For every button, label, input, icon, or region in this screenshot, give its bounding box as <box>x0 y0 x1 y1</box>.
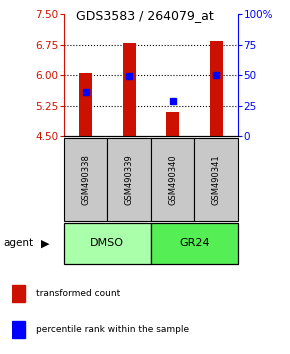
Bar <box>151 138 194 221</box>
Text: GSM490341: GSM490341 <box>211 154 221 205</box>
Bar <box>12 285 25 302</box>
Bar <box>79 73 92 136</box>
Bar <box>209 41 222 136</box>
Bar <box>151 223 238 264</box>
Bar <box>122 43 135 136</box>
Text: GSM490340: GSM490340 <box>168 154 177 205</box>
Text: percentile rank within the sample: percentile rank within the sample <box>36 325 189 334</box>
Text: agent: agent <box>3 238 33 249</box>
Text: DMSO: DMSO <box>90 238 124 249</box>
Bar <box>64 138 107 221</box>
Text: ▶: ▶ <box>41 238 49 249</box>
Bar <box>12 321 25 338</box>
Text: GDS3583 / 264079_at: GDS3583 / 264079_at <box>76 9 214 22</box>
Bar <box>166 112 179 136</box>
Bar <box>194 138 238 221</box>
Text: GSM490339: GSM490339 <box>124 154 134 205</box>
Bar <box>64 223 151 264</box>
Text: GR24: GR24 <box>179 238 210 249</box>
Text: transformed count: transformed count <box>36 289 120 298</box>
Text: GSM490338: GSM490338 <box>81 154 90 205</box>
Bar <box>107 138 151 221</box>
